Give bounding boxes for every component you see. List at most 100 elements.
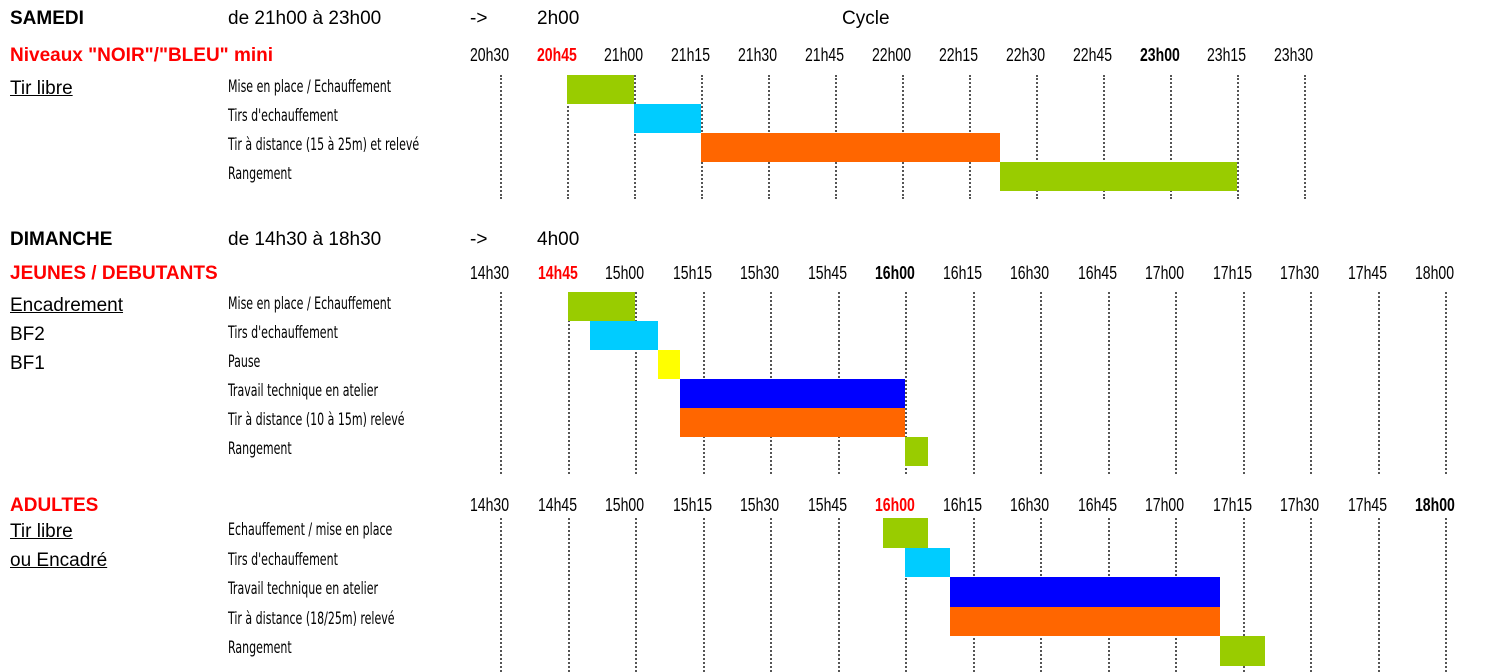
samedi-tick-label: 21h00 — [604, 45, 644, 65]
adultes-grid-line — [567, 518, 570, 672]
adultes-grid-line — [770, 518, 772, 672]
jeunes-activity-bar — [680, 408, 905, 437]
adultes-tick-label: 15h30 — [740, 495, 780, 515]
adultes-grid-line — [1242, 518, 1245, 672]
jeunes-tick-label: 18h00 — [1415, 263, 1455, 283]
adultes-tick-label: 15h15 — [672, 495, 712, 515]
jeunes-tick-label: 15h00 — [605, 263, 645, 283]
jeunes-grid-line — [1175, 292, 1177, 474]
jeunes-activity-bar — [905, 437, 928, 466]
adultes-tick-label: 15h00 — [605, 495, 645, 515]
jeunes-grid-line — [1040, 292, 1042, 474]
adultes-tick-label: 17h15 — [1212, 495, 1252, 515]
adultes-activity-bar — [950, 606, 1220, 636]
jeunes-grid-line — [1377, 292, 1380, 474]
jeunes-grid-line — [1310, 292, 1312, 474]
jeunes-tick-label: 17h30 — [1280, 263, 1320, 283]
samedi-arrow: -> — [470, 8, 488, 29]
adultes-tick-label: 17h45 — [1347, 495, 1387, 515]
adultes-tick-label: 14h45 — [537, 495, 577, 515]
jeunes-left-label-2: BF1 — [10, 353, 45, 374]
jeunes-left-label-1: BF2 — [10, 324, 45, 345]
jeunes-tick-label: 15h15 — [672, 263, 712, 283]
jeunes-grid-line — [500, 292, 502, 474]
samedi-activity-bar — [567, 75, 634, 104]
adultes-tick-label: 17h00 — [1145, 495, 1185, 515]
dimanche-hours: de 14h30 à 18h30 — [228, 229, 382, 250]
samedi-grid-line — [567, 75, 569, 199]
adultes-title: ADULTES — [10, 495, 99, 516]
adultes-activity-label: Tirs d'echauffement — [228, 549, 338, 570]
samedi-tick-label: 23h00 — [1140, 45, 1180, 65]
samedi-activity-label: Tirs d'echauffement — [228, 106, 338, 126]
jeunes-activity-label: Tir à distance (10 à 15m) relevé — [228, 410, 405, 430]
jeunes-tick-label: 14h30 — [470, 263, 510, 283]
jeunes-activity-label: Rangement — [228, 439, 292, 459]
jeunes-activity-bar — [567, 292, 635, 321]
jeunes-tick-label: 17h00 — [1145, 263, 1185, 283]
jeunes-grid-line — [1445, 292, 1447, 474]
adultes-tick-label: 18h00 — [1415, 495, 1455, 515]
adultes-grid-line — [500, 518, 502, 672]
adultes-activity-bar — [882, 518, 928, 548]
adultes-activity-bar — [950, 577, 1220, 607]
adultes-tick-label: 17h30 — [1280, 495, 1320, 515]
samedi-level-title: Niveaux "NOIR"/"BLEU" mini — [10, 45, 274, 66]
samedi-tick-label: 22h45 — [1073, 45, 1113, 65]
samedi-grid-line — [1237, 75, 1239, 199]
adultes-grid-line — [1377, 518, 1380, 672]
jeunes-grid-line — [972, 292, 975, 474]
jeunes-tick-label: 14h45 — [537, 263, 578, 283]
jeunes-tick-label: 16h00 — [875, 263, 915, 283]
adultes-tick-label: 15h45 — [807, 495, 847, 515]
jeunes-tick-label: 16h30 — [1010, 263, 1050, 283]
samedi-tick-label: 21h15 — [671, 45, 711, 65]
adultes-tick-label: 14h30 — [470, 495, 510, 515]
samedi-duration: 2h00 — [537, 8, 580, 29]
adultes-left-label-1: ou Encadré — [10, 550, 108, 571]
dimanche-day-label: DIMANCHE — [10, 229, 113, 250]
dimanche-arrow: -> — [470, 229, 488, 250]
samedi-cycle-label: Cycle — [842, 8, 890, 29]
samedi-activity-label: Mise en place / Echauffement — [228, 77, 392, 97]
adultes-activity-bar — [1220, 636, 1265, 666]
jeunes-activity-bar — [657, 350, 680, 379]
samedi-hours: de 21h00 à 23h00 — [228, 8, 382, 29]
jeunes-tick-label: 16h45 — [1077, 263, 1117, 283]
samedi-tick-label: 22h00 — [872, 45, 912, 65]
jeunes-grid-line — [635, 292, 637, 474]
adultes-grid-line — [635, 518, 637, 672]
adultes-grid-line — [702, 518, 705, 672]
samedi-activity-label: Rangement — [228, 164, 292, 184]
samedi-tick-label: 22h30 — [1006, 45, 1046, 65]
samedi-tick-label: 22h15 — [939, 45, 979, 65]
samedi-grid-line — [1170, 75, 1172, 199]
adultes-tick-label: 16h15 — [942, 495, 982, 515]
jeunes-grid-line — [905, 292, 907, 474]
samedi-grid-line — [1036, 75, 1038, 199]
jeunes-grid-line — [567, 292, 570, 474]
jeunes-tick-label: 15h30 — [740, 263, 780, 283]
jeunes-tick-label: 15h45 — [807, 263, 847, 283]
jeunes-grid-line — [1107, 292, 1110, 474]
samedi-activity-bar — [634, 104, 701, 133]
adultes-grid-line — [1310, 518, 1312, 672]
samedi-tick-label: 23h30 — [1274, 45, 1314, 65]
adultes-grid-line — [1445, 518, 1447, 672]
adultes-activity-bar — [905, 547, 950, 577]
samedi-activity-label: Tir à distance (15 à 25m) et relevé — [228, 135, 420, 155]
adultes-tick-label: 16h00 — [875, 495, 915, 515]
samedi-grid-line — [634, 75, 636, 199]
jeunes-title: JEUNES / DEBUTANTS — [10, 263, 218, 284]
adultes-grid-line — [905, 518, 907, 672]
samedi-day-label: SAMEDI — [10, 8, 84, 29]
samedi-tick-label: 21h30 — [738, 45, 778, 65]
jeunes-tick-label: 16h15 — [942, 263, 982, 283]
samedi-tick-label: 21h45 — [805, 45, 845, 65]
adultes-tick-label: 16h45 — [1077, 495, 1117, 515]
samedi-tick-label: 23h15 — [1207, 45, 1247, 65]
jeunes-activity-label: Pause — [228, 352, 261, 372]
adultes-left-label-0: Tir libre — [10, 521, 73, 542]
samedi-activity-bar — [1000, 162, 1237, 191]
